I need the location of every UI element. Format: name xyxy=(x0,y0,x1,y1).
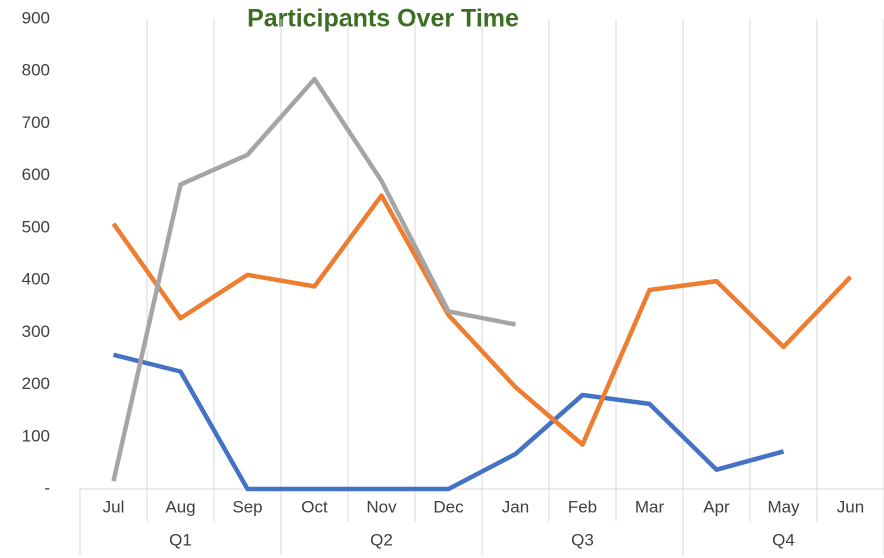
x-tick-label: Nov xyxy=(366,497,397,516)
x-tick-label: Sep xyxy=(232,497,262,516)
series-line xyxy=(112,352,785,492)
y-tick-label: 200 xyxy=(22,374,50,393)
series-line xyxy=(111,193,853,447)
x-tick-label: Mar xyxy=(635,497,665,516)
series-line xyxy=(111,76,516,482)
y-tick-label: 500 xyxy=(22,217,50,236)
y-tick-label: - xyxy=(44,478,50,497)
group-label: Q3 xyxy=(571,530,594,549)
x-tick-label: Oct xyxy=(301,497,328,516)
group-label: Q1 xyxy=(169,530,192,549)
x-tick-label: Jul xyxy=(103,497,125,516)
y-tick-label: 600 xyxy=(22,165,50,184)
chart-title: Participants Over Time xyxy=(247,5,519,33)
y-tick-label: 100 xyxy=(22,426,50,445)
x-tick-label: Feb xyxy=(568,497,597,516)
y-tick-label: 300 xyxy=(22,322,50,341)
y-tick-label: 400 xyxy=(22,270,50,289)
x-tick-label: Apr xyxy=(703,497,730,516)
y-tick-label: 800 xyxy=(22,61,50,80)
y-tick-label: 700 xyxy=(22,113,50,132)
x-tick-label: Aug xyxy=(165,497,195,516)
x-tick-label: Jun xyxy=(837,497,864,516)
group-label: Q2 xyxy=(370,530,393,549)
x-tick-label: Jan xyxy=(502,497,529,516)
group-label: Q4 xyxy=(772,530,795,549)
y-tick-label: 900 xyxy=(22,8,50,27)
x-tick-label: May xyxy=(767,497,800,516)
x-tick-label: Dec xyxy=(433,497,464,516)
